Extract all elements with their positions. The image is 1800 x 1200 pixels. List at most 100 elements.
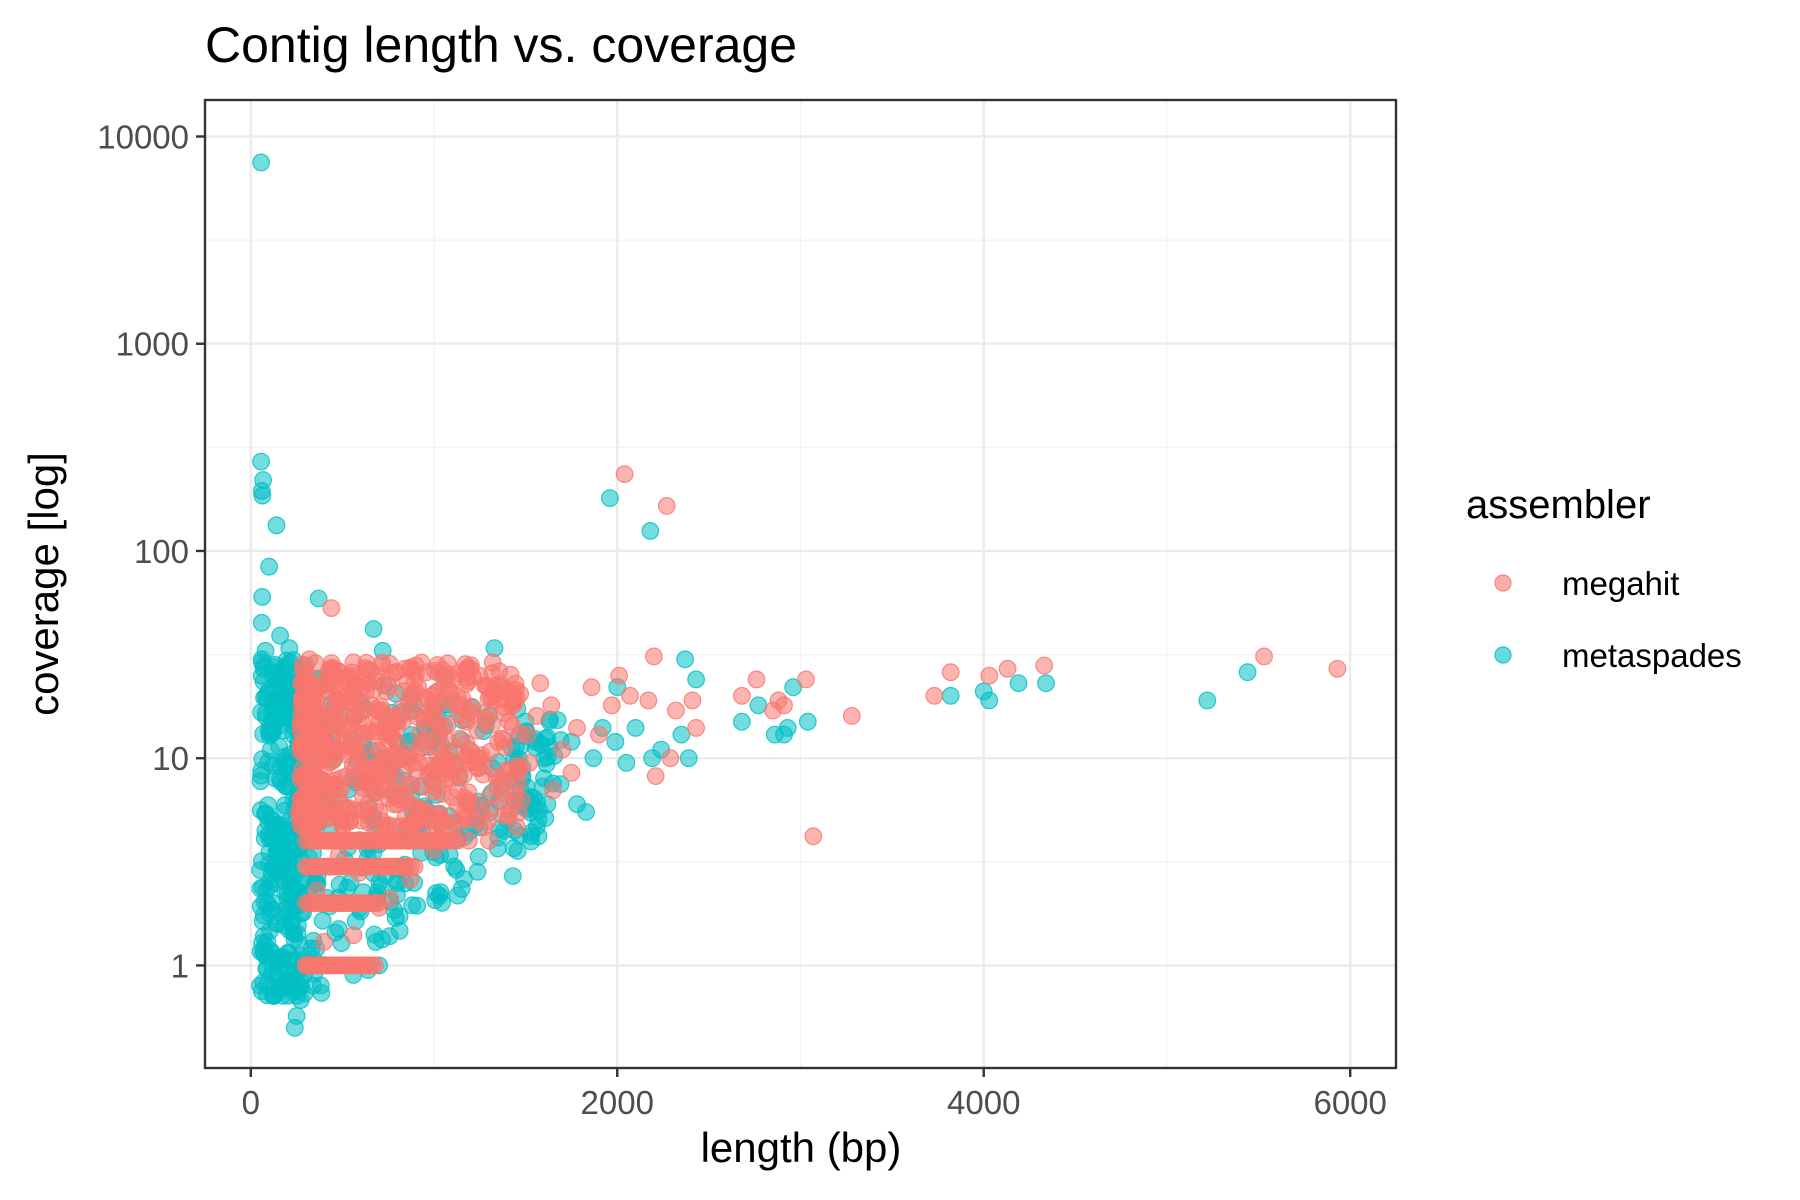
point-megahit <box>610 666 628 685</box>
point-megahit <box>321 753 340 772</box>
point-megahit <box>377 682 396 701</box>
point-metaspades <box>252 982 271 1001</box>
legend-item-megahit[interactable]: megahit <box>1494 565 1679 602</box>
point-megahit <box>562 763 581 782</box>
legend-label-megahit: megahit <box>1562 565 1679 602</box>
panel-border <box>203 98 1398 1070</box>
point-metaspades <box>264 720 282 739</box>
point-megahit <box>427 712 445 731</box>
point-megahit <box>980 666 999 685</box>
point-megahit <box>322 599 341 617</box>
y-tick-label: 10000 <box>97 118 189 155</box>
x-tick-label: 2000 <box>581 1084 654 1121</box>
point-megahit <box>505 790 524 809</box>
point-metaspades <box>532 735 551 754</box>
point-metaspades <box>282 885 301 904</box>
point-metaspades <box>765 725 784 744</box>
y-axis: 1 10 100 1000 10000 <box>97 118 205 984</box>
point-megahit <box>311 701 330 720</box>
legend-label-metaspades: metaspades <box>1562 637 1742 674</box>
point-megahit <box>527 707 546 725</box>
legend-key-megahit <box>1494 574 1512 592</box>
point-megahit <box>478 678 497 697</box>
point-megahit <box>318 956 337 975</box>
point-megahit <box>683 691 702 710</box>
point-metaspades <box>577 803 595 821</box>
point-metaspades <box>606 732 625 751</box>
point-megahit <box>553 740 572 759</box>
point-metaspades <box>253 588 272 606</box>
point-metaspades <box>270 737 289 756</box>
point-megahit <box>499 807 518 825</box>
point-metaspades <box>626 719 645 737</box>
point-metaspades <box>252 613 271 632</box>
point-megahit <box>667 701 685 720</box>
point-metaspades <box>280 639 299 657</box>
point-metaspades <box>309 589 328 608</box>
point-megahit <box>350 863 368 882</box>
point-megahit <box>381 719 400 737</box>
point-megahit <box>520 753 539 772</box>
point-metaspades <box>263 678 282 697</box>
point-megahit <box>424 783 442 801</box>
chart-title: Contig length vs. coverage <box>205 17 797 73</box>
point-metaspades <box>312 984 331 1002</box>
point-megahit <box>518 725 537 744</box>
legend-key-metaspades <box>1494 646 1512 664</box>
point-megahit <box>449 781 467 800</box>
point-metaspades <box>313 911 332 930</box>
point-megahit <box>423 686 442 705</box>
point-megahit <box>531 674 550 693</box>
point-metaspades <box>617 753 636 772</box>
point-metaspades <box>1009 674 1028 693</box>
point-megahit <box>542 696 561 715</box>
point-megahit <box>306 788 324 806</box>
point-megahit <box>496 682 515 701</box>
point-megahit <box>318 808 337 826</box>
point-metaspades <box>258 894 277 912</box>
point-megahit <box>461 659 480 678</box>
point-megahit <box>480 831 498 850</box>
point-megahit <box>417 806 436 825</box>
point-megahit <box>317 674 335 693</box>
point-megahit <box>439 732 458 751</box>
point-metaspades <box>448 886 467 905</box>
y-tick-label: 1 <box>171 947 189 984</box>
point-metaspades <box>252 452 271 471</box>
point-megahit <box>344 653 363 672</box>
y-tick-label: 100 <box>134 533 189 570</box>
legend-item-metaspades[interactable]: metaspades <box>1494 637 1742 674</box>
point-megahit <box>300 650 319 669</box>
point-metaspades <box>687 670 705 689</box>
data-points <box>251 153 1347 1037</box>
point-metaspades <box>584 749 603 768</box>
point-metaspades <box>643 749 661 768</box>
point-metaspades <box>504 839 523 858</box>
point-megahit <box>470 749 489 768</box>
point-megahit <box>351 811 370 830</box>
point-megahit <box>304 758 323 777</box>
point-megahit <box>370 898 389 917</box>
x-axis: 0 2000 4000 6000 <box>242 1068 1387 1121</box>
x-tick-label: 4000 <box>947 1084 1020 1121</box>
y-axis-title: coverage [log] <box>20 452 67 716</box>
point-metaspades <box>403 896 422 915</box>
point-megahit <box>362 696 381 715</box>
point-metaspades <box>288 924 307 943</box>
point-megahit <box>621 686 639 705</box>
point-megahit <box>353 740 372 759</box>
point-metaspades <box>784 678 803 697</box>
point-megahit <box>366 725 385 744</box>
point-metaspades <box>287 1007 306 1025</box>
point-megahit <box>337 719 356 737</box>
point-megahit <box>460 831 478 850</box>
point-megahit <box>296 956 315 975</box>
point-metaspades <box>733 712 751 731</box>
point-megahit <box>602 696 621 715</box>
point-megahit <box>1328 659 1347 678</box>
point-megahit <box>582 678 601 697</box>
point-metaspades <box>271 626 290 645</box>
point-metaspades <box>278 971 297 989</box>
point-megahit <box>646 767 665 785</box>
point-metaspades <box>503 867 522 885</box>
